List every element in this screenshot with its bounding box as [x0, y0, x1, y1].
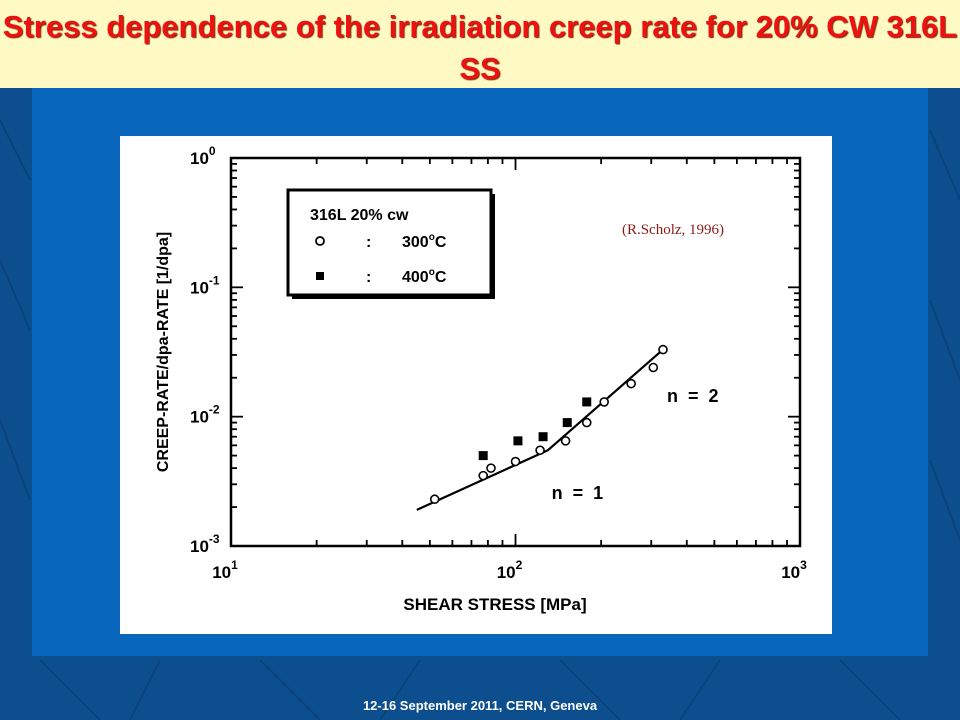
y-tick-label: 100 — [190, 144, 216, 168]
citation: (R.Scholz, 1996) — [622, 222, 724, 238]
data-point-300c — [581, 417, 592, 428]
data-point-300c — [535, 445, 545, 456]
x-axis-label: SHEAR STRESS [MPa] — [403, 595, 586, 614]
data-points — [429, 344, 668, 505]
x-tick-label: 101 — [212, 558, 238, 582]
footer-text: 12-16 September 2011, CERN, Geneva — [362, 698, 598, 713]
fit-line-group — [416, 348, 664, 511]
data-point-300c — [560, 436, 571, 446]
y-tick-labels: 100 10-1 10-2 10-3 — [190, 144, 220, 556]
data-point-300c — [478, 470, 489, 481]
data-point-300c — [658, 344, 668, 355]
annotation-slope-1: n = 2 — [667, 386, 719, 406]
data-point-300c — [626, 378, 636, 389]
slide-title: Stress dependence of the irradiation cre… — [2, 9, 958, 86]
y-tick-label: 10-2 — [190, 403, 220, 427]
data-point-400c — [562, 418, 572, 428]
data-point-300c — [599, 397, 609, 407]
data-point-400c — [538, 432, 548, 442]
y-tick-label: 10-3 — [190, 532, 220, 556]
x-tick-label: 102 — [497, 558, 523, 582]
data-point-300c — [486, 463, 496, 473]
annotations: n = 2 n = 1 — [552, 386, 719, 503]
legend-marker-open-circle — [315, 236, 325, 246]
y-axis-label: CREEP-RATE/dpa-RATE [1/dpa] — [155, 232, 172, 472]
chart-figure: 100 10-1 10-2 10-3 101 102 103 SHEAR STRESS [… — [120, 136, 832, 634]
legend-title: 316L 20% cw — [310, 207, 409, 224]
legend-entry-2: 400oC — [402, 267, 447, 286]
legend-sep-2: : — [366, 269, 371, 286]
data-point-300c — [429, 494, 440, 505]
axis-ticks — [230, 158, 800, 547]
x-tick-labels: 101 102 103 — [212, 558, 807, 582]
fit-line — [416, 348, 664, 511]
data-point-400c — [478, 451, 488, 461]
annotation-slope-2: n = 1 — [552, 483, 604, 503]
legend-marker-filled-square — [316, 272, 324, 280]
data-point-400c — [513, 436, 523, 446]
legend-sep-1: : — [366, 234, 371, 251]
data-point-300c — [510, 456, 521, 467]
title-bar: Stress dependence of the irradiation cre… — [0, 0, 960, 88]
data-point-300c — [648, 362, 659, 373]
y-tick-label: 10-1 — [190, 273, 220, 297]
legend-entry-1: 300oC — [402, 232, 447, 251]
legend: 316L 20% cw : 300oC : 400oC — [286, 188, 495, 299]
creep-rate-chart: 100 10-1 10-2 10-3 101 102 103 SHEAR STRESS [… — [155, 144, 807, 614]
x-tick-label: 103 — [781, 558, 807, 582]
data-point-400c — [582, 397, 592, 407]
